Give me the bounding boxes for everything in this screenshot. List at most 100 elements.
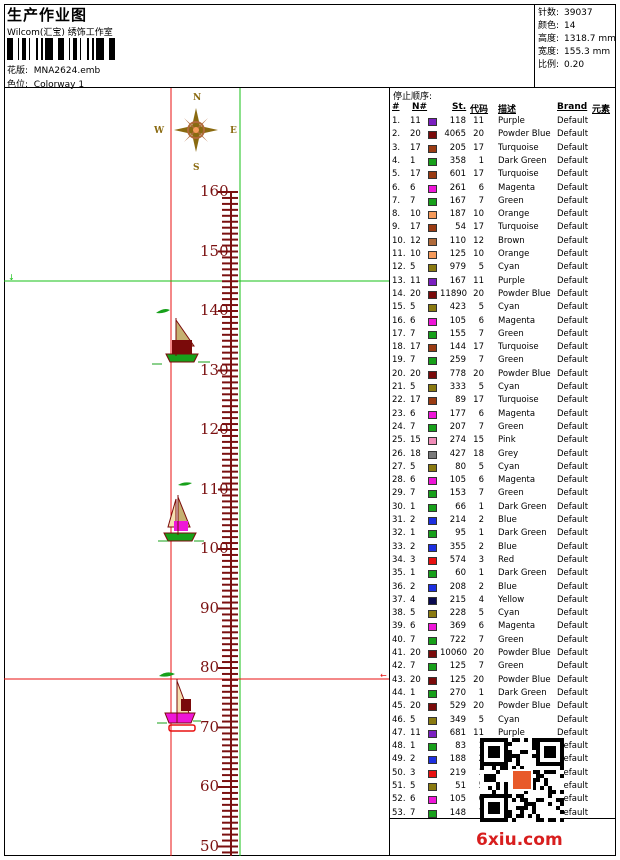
row-needle: 17 <box>410 169 421 180</box>
row-needle: 1 <box>410 568 416 579</box>
row-needle: 1 <box>410 501 416 512</box>
row-description: Cyan <box>498 382 520 392</box>
color-swatch <box>428 197 437 206</box>
row-brand: Default <box>557 235 589 246</box>
row-stitches: 177 <box>449 408 466 419</box>
row-description: Blue <box>498 541 517 552</box>
table-row: 34. 3 574 3 Red Default <box>390 554 616 567</box>
row-brand: Default <box>557 382 589 392</box>
table-row: 35. 1 60 1 Dark Green Default <box>390 567 616 580</box>
row-description: Cyan <box>498 461 520 472</box>
table-row: 30. 1 66 1 Dark Green Default <box>390 501 616 514</box>
table-row: 33. 2 355 2 Blue Default <box>390 541 616 554</box>
row-index: 45. <box>392 701 406 712</box>
stat-width: 宽度: 155.3 mm <box>538 47 611 57</box>
row-code: 6 <box>478 475 484 486</box>
ruler-label: 90 <box>200 598 220 617</box>
table-row: 40. 7 722 7 Green Default <box>390 634 616 647</box>
row-index: 19. <box>392 355 406 366</box>
color-swatch <box>428 729 437 738</box>
row-description: Cyan <box>498 714 520 725</box>
row-needle: 7 <box>410 195 416 206</box>
table-row: 14. 20 11890 20 Powder Blue Default <box>390 288 616 301</box>
design-stats: 针数: 39037 颜色: 14 高度: 1318.7 mm 宽度: 155.3 mm … <box>535 4 616 88</box>
stat-scale: 比例: 0.20 <box>538 60 585 70</box>
row-stitches: 333 <box>449 382 466 392</box>
row-needle: 6 <box>410 794 416 805</box>
row-description: Turquoise <box>498 222 539 233</box>
row-needle: 5 <box>410 781 416 791</box>
color-swatch <box>428 423 437 432</box>
row-code: 11 <box>473 275 484 286</box>
row-brand: Default <box>557 288 589 299</box>
row-index: 7. <box>392 195 401 206</box>
row-code: 2 <box>478 581 484 592</box>
row-stitches: 11890 <box>440 288 468 299</box>
row-description: Powder Blue <box>498 701 551 712</box>
row-index: 51. <box>392 781 406 791</box>
row-stitches: 601 <box>449 169 466 180</box>
row-needle: 7 <box>410 355 416 366</box>
row-stitches: 355 <box>449 541 466 552</box>
svg-text:E: E <box>230 126 237 136</box>
row-description: Yellow <box>498 594 525 605</box>
color-swatch <box>428 663 437 672</box>
table-row: 3. 17 205 17 Turquoise Default <box>390 142 616 155</box>
color-swatch <box>428 157 437 166</box>
preview-canvas: ↓ ← N S E W <box>4 88 389 856</box>
row-stitches: 358 <box>449 155 466 166</box>
row-needle: 17 <box>410 342 421 353</box>
col-header-element: 元素 <box>592 105 611 115</box>
row-needle: 1 <box>410 741 416 752</box>
row-stitches: 125 <box>449 249 466 259</box>
row-brand: Default <box>557 767 589 778</box>
color-swatch <box>428 703 437 712</box>
row-needle: 1 <box>410 528 416 539</box>
row-brand: Default <box>557 581 589 592</box>
row-code: 11 <box>473 727 484 738</box>
row-code: 5 <box>478 714 484 725</box>
row-description: Blue <box>498 581 517 592</box>
ruler-label: 100 <box>200 539 229 557</box>
row-stitches: 110 <box>449 235 466 246</box>
row-stitches: 228 <box>449 608 466 619</box>
table-row: 8. 10 187 10 Orange Default <box>390 208 616 221</box>
row-index: 46. <box>392 714 406 725</box>
row-code: 17 <box>473 395 484 406</box>
row-brand: Default <box>557 408 589 419</box>
row-index: 14. <box>392 288 406 299</box>
svg-text:N: N <box>193 93 201 103</box>
ruler-label: 120 <box>200 420 229 438</box>
row-code: 18 <box>473 448 484 459</box>
row-brand: Default <box>557 554 589 565</box>
row-stitches: 155 <box>449 328 466 339</box>
row-description: Green <box>498 634 524 645</box>
color-swatch <box>428 477 437 486</box>
row-brand: Default <box>557 328 589 339</box>
row-description: Green <box>498 421 524 432</box>
row-code: 3 <box>478 554 484 565</box>
color-swatch <box>428 517 437 525</box>
row-code: 1 <box>478 501 484 512</box>
compass-rose-icon: N S E W <box>153 93 237 173</box>
row-index: 33. <box>392 541 406 552</box>
row-stitches: 80 <box>455 461 466 472</box>
row-index: 15. <box>392 302 406 313</box>
row-description: Brown <box>498 235 525 246</box>
row-stitches: 187 <box>449 209 466 220</box>
row-index: 13. <box>392 275 406 286</box>
row-brand: Default <box>557 435 589 446</box>
col-header-needle: N# <box>412 102 428 112</box>
row-description: Magenta <box>498 315 536 326</box>
row-brand: Default <box>557 129 589 140</box>
table-row: 19. 7 259 7 Green Default <box>390 354 616 367</box>
color-swatch <box>428 264 437 273</box>
table-row: 11. 10 125 10 Orange Default <box>390 248 616 261</box>
row-index: 17. <box>392 328 406 339</box>
row-brand: Default <box>557 621 589 632</box>
row-needle: 5 <box>410 302 416 313</box>
row-brand: Default <box>557 528 589 539</box>
color-swatch <box>428 277 437 286</box>
row-needle: 17 <box>410 222 421 233</box>
row-description: Grey <box>498 448 519 459</box>
